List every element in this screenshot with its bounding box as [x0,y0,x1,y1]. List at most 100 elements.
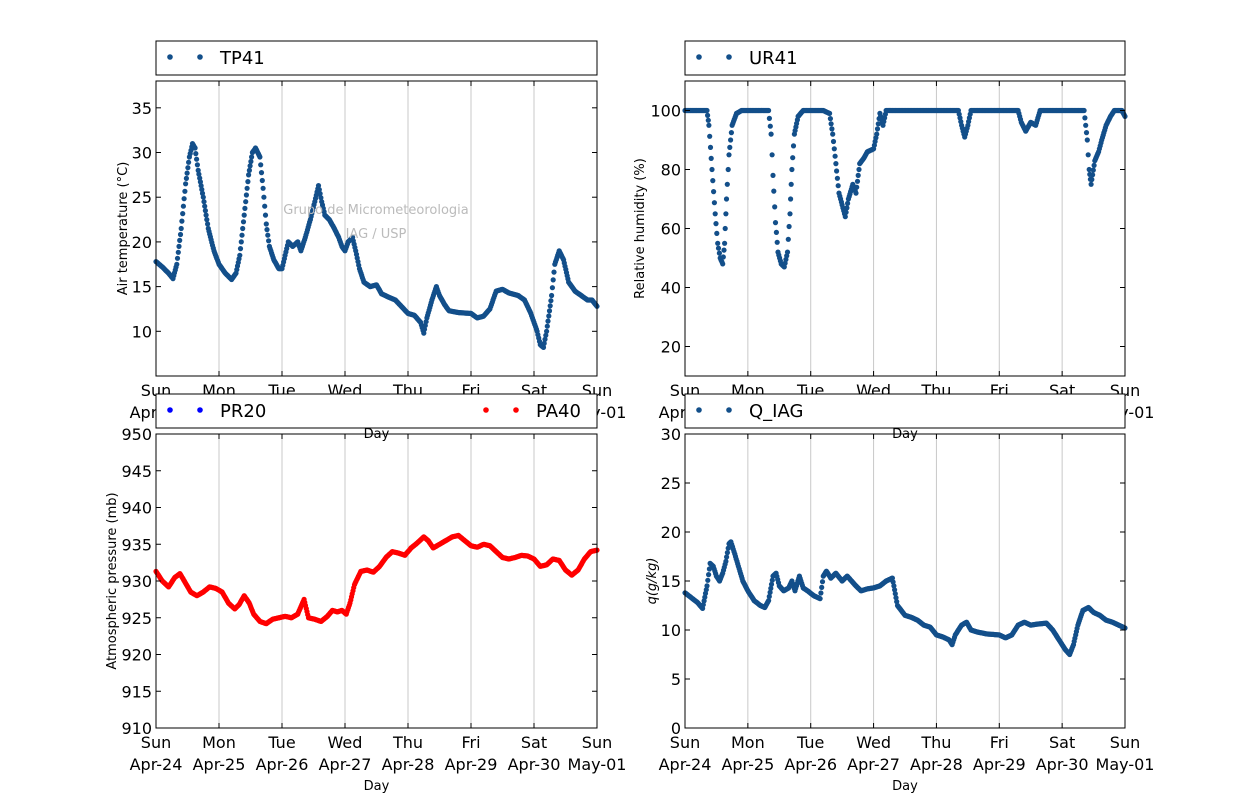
legend-marker [483,407,489,413]
x-tick-date: Apr-25 [193,755,246,774]
data-point [203,212,209,218]
data-point [704,107,710,114]
data-point [550,277,556,283]
x-tick-date: Apr-26 [256,755,309,774]
data-point [843,209,849,215]
series-TP41 [153,141,600,350]
legend-entry: TP41 [219,48,265,69]
y-tick-label: 35 [132,99,152,118]
data-point [185,165,191,171]
watermark-line-1: Grupo de Micrometeorologia [283,203,469,218]
panel-4: 0 5 10 15 20 25 30 Sun Apr-24 Mon Apr-25 Tue Apr-26 W… [645,425,1154,794]
data-point [854,184,860,190]
data-point [831,146,837,152]
panel-1: 101520253035SunApr-24MonApr-25TueApr-26W… [116,80,626,442]
series-Q_IAG [682,539,1128,658]
x-tick-date: Apr-29 [973,755,1026,774]
x-axis-label: Day [892,779,918,794]
data-point [728,130,735,136]
data-point [184,170,190,176]
data-point [179,218,185,224]
data-point [724,181,730,187]
data-point [830,138,837,145]
data-point [889,575,896,581]
data-point [845,200,851,206]
data-point [548,298,554,304]
data-point [891,583,897,589]
data-point [545,318,551,324]
data-point [245,179,251,185]
data-point [262,212,269,218]
y-tick-label: 940 [121,499,152,518]
y-axis-label: Air temperature (°C) [116,162,131,296]
data-point [257,154,263,160]
y-tick-label: 0 [671,719,681,738]
data-point [766,115,773,121]
data-point [853,190,859,196]
x-tick-date: Apr-25 [721,755,774,774]
data-point [237,246,244,252]
data-point [200,194,206,200]
y-tick-label: 60 [661,220,681,239]
data-point [874,126,881,132]
data-point [174,261,180,267]
data-point [205,221,211,227]
data-point [711,200,718,206]
data-point [790,155,796,161]
panel-3: 910 915 920 925 930 935 940 945 950 Sun Apr-24 Mon A… [105,425,626,794]
data-point [547,303,553,309]
legend-marker [197,54,203,60]
x-tick-date: Apr-24 [130,755,183,774]
data-point [706,572,712,578]
y-tick-label: 935 [121,535,152,554]
series-UR41 [682,107,1128,270]
legend-marker [513,407,519,413]
data-point [705,117,711,123]
data-point [819,584,825,591]
data-point [723,558,729,565]
data-point [770,172,776,178]
data-point [892,591,898,597]
x-tick-day: Thu [920,733,951,752]
data-point [828,121,834,127]
data-point [784,249,791,255]
y-tick-label: 30 [661,425,681,444]
data-point [874,131,880,137]
data-point [834,175,841,181]
data-point [772,204,778,210]
legend-marker [167,54,173,60]
legend-box [155,40,598,76]
data-point [193,151,199,157]
legend-entry: PR20 [220,401,266,422]
data-point [259,177,265,184]
data-point [266,238,272,244]
data-point [766,593,772,600]
y-tick-label: 20 [132,233,152,252]
data-point [788,181,794,187]
data-point [829,126,835,132]
x-tick-day: Tue [796,733,824,752]
legend-1: TP41 [155,40,598,76]
data-point [264,227,270,233]
data-point [766,598,772,604]
x-tick-day: Fri [990,733,1009,752]
y-tick-label: 25 [132,188,152,207]
data-point [1089,176,1095,183]
data-point [893,595,899,601]
x-tick-day: Sun [582,733,612,752]
data-point [772,220,779,226]
data-point [842,214,848,220]
data-point [181,196,187,202]
data-point [546,308,553,314]
legend-3: PR20 PA40 [155,393,598,429]
data-point [260,185,266,191]
data-point [855,172,861,178]
data-point [706,566,713,572]
data-point [540,344,547,350]
data-point [1083,130,1090,136]
legend-entry: UR41 [749,48,798,69]
data-point [769,152,775,158]
data-point [715,245,722,251]
data-point [771,188,777,194]
data-point [704,583,710,589]
